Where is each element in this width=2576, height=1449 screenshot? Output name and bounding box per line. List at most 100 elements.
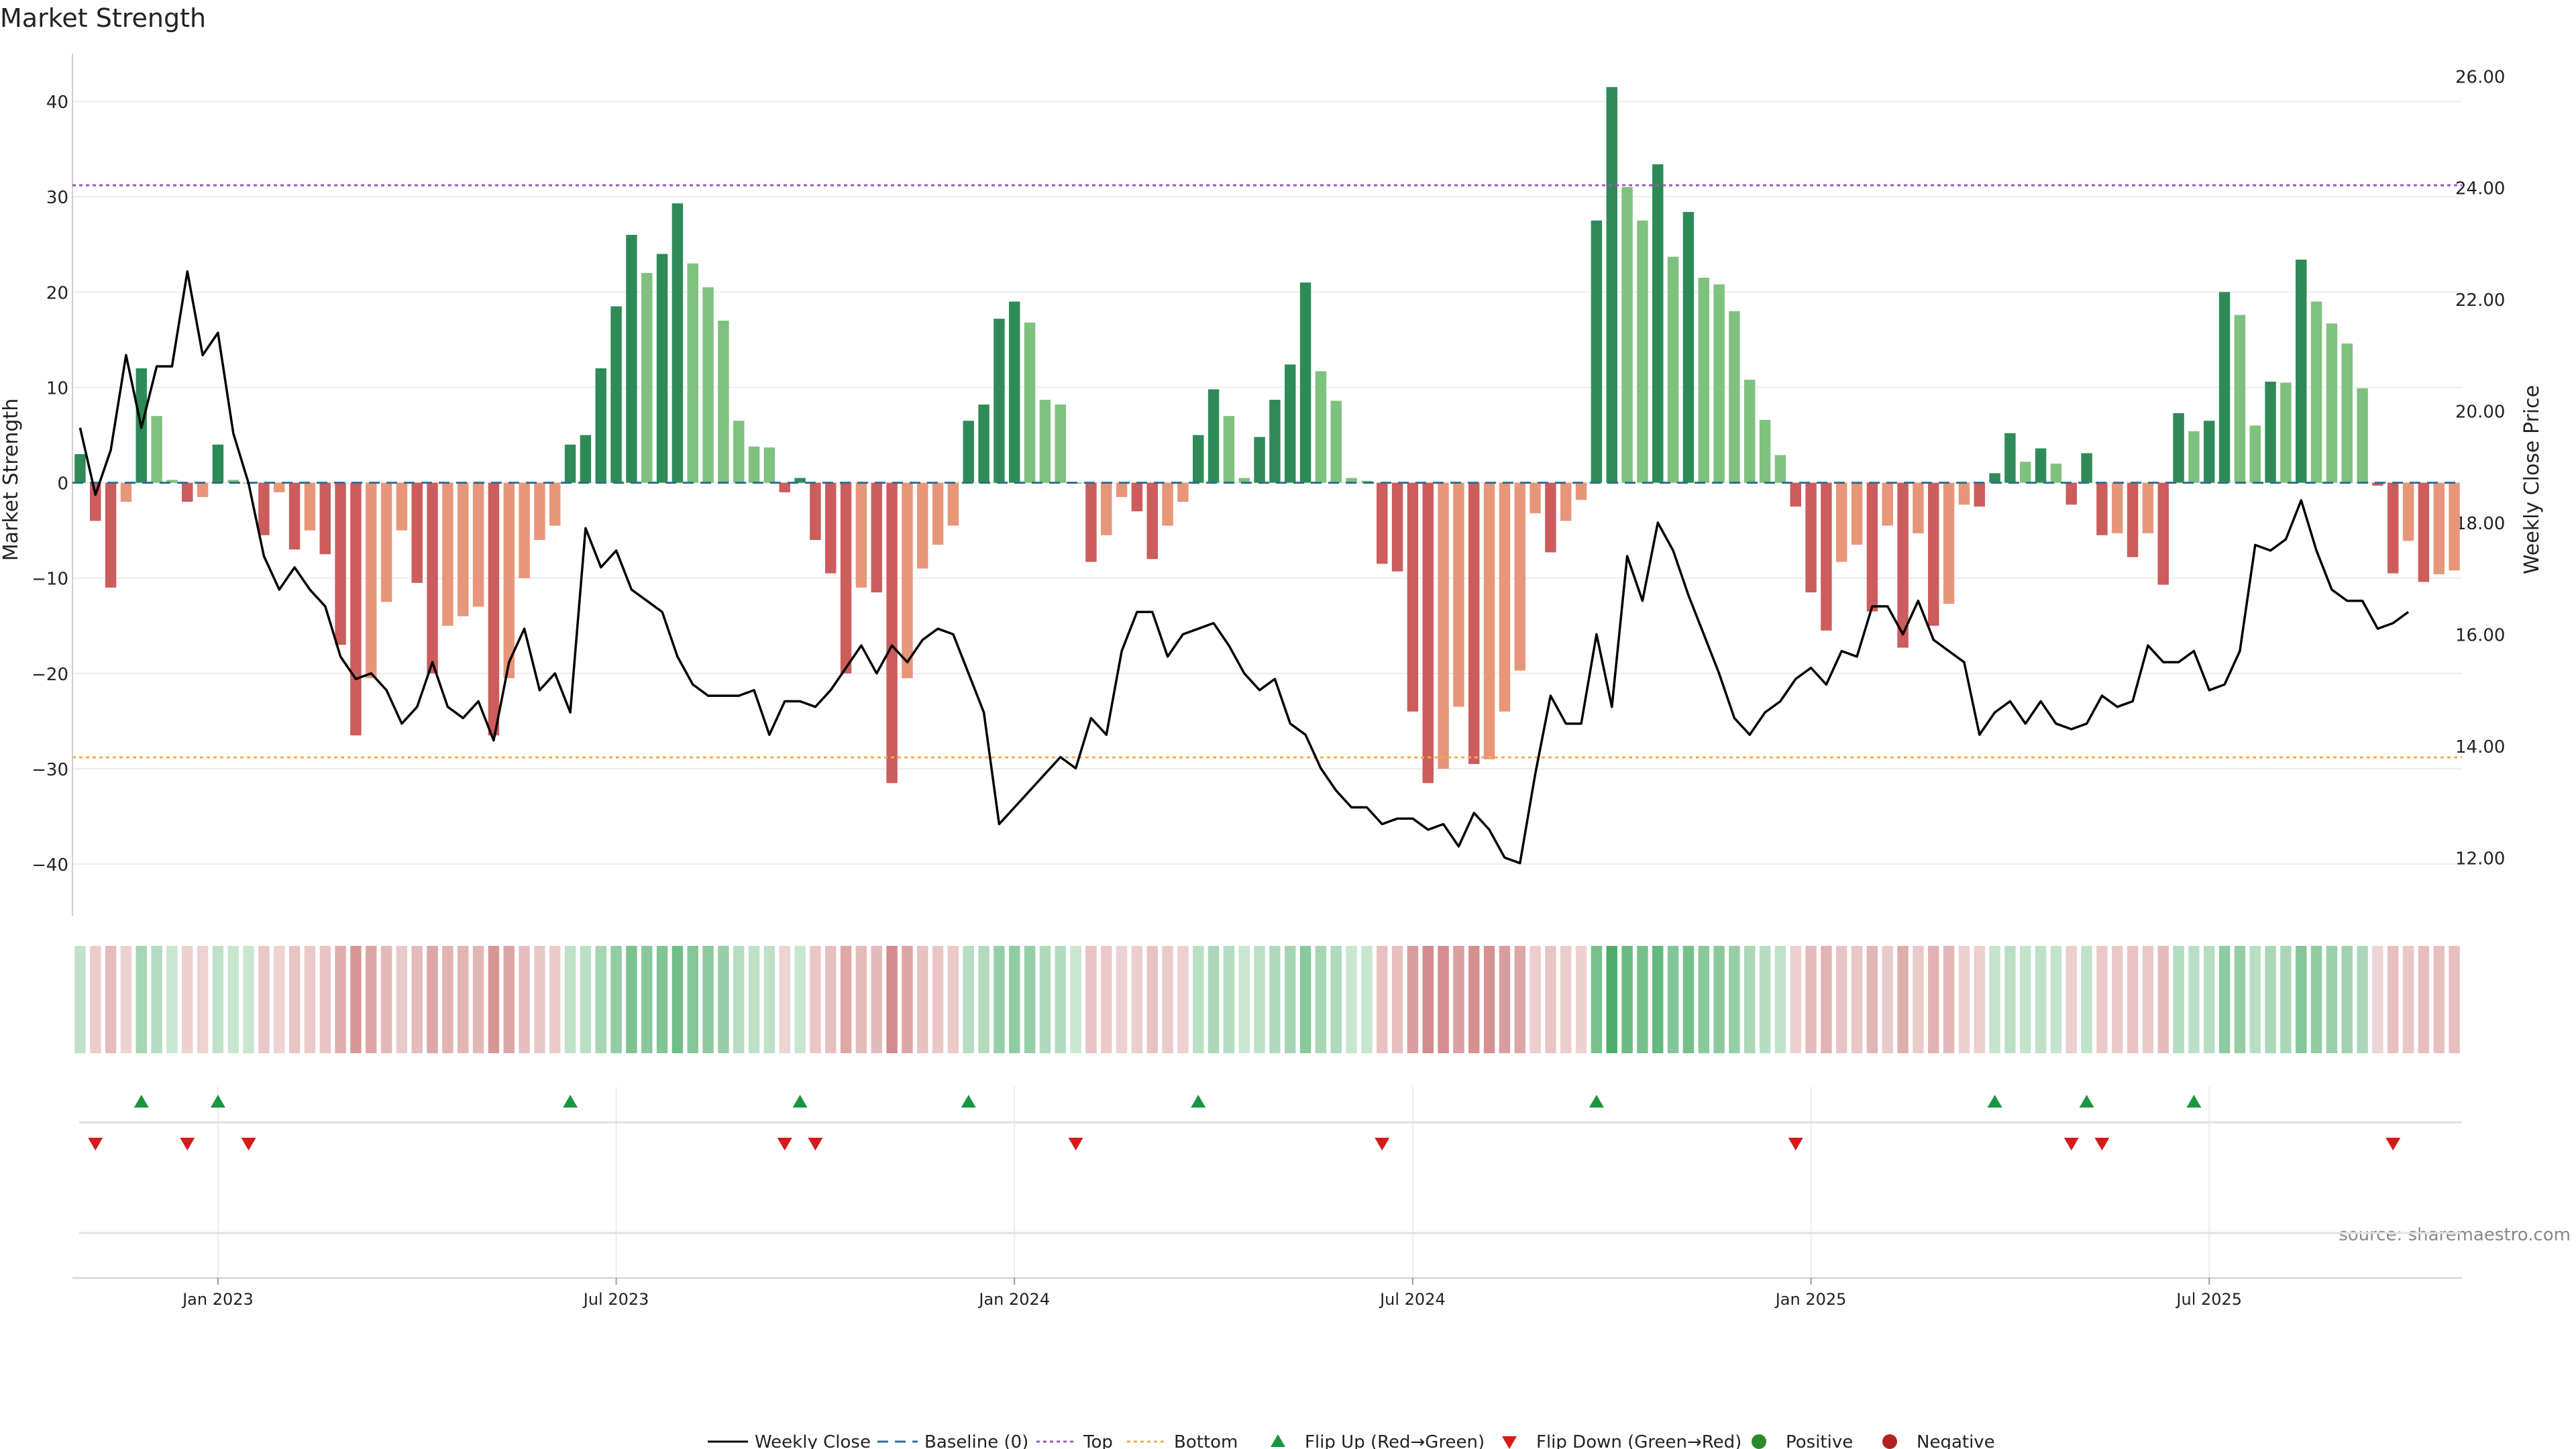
heat-cell (488, 946, 500, 1053)
strength-bar (1468, 482, 1480, 764)
strength-bar (534, 482, 545, 540)
strength-bar (779, 482, 790, 492)
heat-cell (1238, 946, 1250, 1053)
heat-cell (304, 946, 316, 1053)
heat-cell (1193, 946, 1204, 1053)
strength-bar (488, 482, 500, 736)
heat-cell (1285, 946, 1296, 1053)
heat-cell (2081, 946, 2092, 1053)
strength-bar (396, 482, 408, 531)
heat-cell (1974, 946, 1985, 1053)
heat-cell (2157, 946, 2169, 1053)
heat-cell (1928, 946, 1939, 1053)
heat-cell (810, 946, 821, 1053)
chart-title: Market Strength (0, 3, 206, 33)
heat-cell (855, 946, 867, 1053)
strength-bar (932, 482, 944, 545)
flip-down-marker (777, 1138, 792, 1150)
heat-cell (871, 946, 882, 1053)
left-tick-label: 10 (46, 378, 68, 398)
strength-bar (886, 482, 898, 784)
strength-bar (335, 482, 346, 645)
heat-cell (2204, 946, 2215, 1053)
strength-bar (2280, 382, 2292, 483)
heat-cell (1866, 946, 1878, 1053)
strength-bar (595, 368, 606, 483)
strength-bar (733, 421, 745, 483)
heat-cell (1422, 946, 1434, 1053)
heat-cell (2326, 946, 2338, 1053)
flip-up-marker (563, 1095, 578, 1108)
heat-cell (1315, 946, 1327, 1053)
heat-cell (1529, 946, 1541, 1053)
right-y-ticks: 26.00 24.00 22.00 20.00 18.00 16.00 14.00 12.00 (2455, 67, 2505, 869)
legend-swatch-flip-down (1502, 1436, 1517, 1449)
flip-up-marker (961, 1095, 976, 1108)
flip-down-marker (1068, 1138, 1083, 1150)
x-tick-label: Jul 2025 (2175, 1290, 2242, 1309)
heat-cell (1759, 946, 1771, 1053)
right-tick-label: 22.00 (2455, 290, 2505, 311)
strength-bar (2204, 421, 2215, 483)
strength-bar (564, 444, 576, 483)
strength-bar (902, 482, 913, 678)
heat-cell (2050, 946, 2062, 1053)
strength-bar (1667, 256, 1679, 483)
x-tick-label: Jan 2024 (977, 1290, 1050, 1309)
strength-bar (794, 478, 806, 483)
strength-bar (350, 482, 362, 736)
heat-cell (994, 946, 1005, 1053)
strength-bar (212, 444, 224, 483)
flip-up-marker (1589, 1095, 1604, 1108)
strength-bar (687, 263, 698, 483)
reference-lines (72, 184, 2462, 759)
strength-bar (1223, 416, 1235, 483)
heat-cell (74, 946, 86, 1053)
strength-bar (258, 482, 270, 535)
strength-bar (2157, 482, 2169, 585)
heat-cell (2449, 946, 2460, 1053)
strength-bar (1729, 311, 1740, 483)
heat-cell (442, 946, 453, 1053)
strength-bar (2020, 462, 2031, 483)
heat-cell (1453, 946, 1464, 1053)
heat-cell (2112, 946, 2123, 1053)
heat-cell (748, 946, 760, 1053)
left-y-axis-label: Market Strength (0, 398, 23, 561)
strength-bar (120, 482, 132, 502)
x-axis: Jan 2023 Jul 2023 Jan 2024 Jul 2024 Jan 2025… (72, 1277, 2462, 1309)
heat-cell (1377, 946, 1388, 1053)
left-tick-label: −20 (32, 665, 68, 685)
strength-bar (871, 482, 882, 593)
strength-bar (1821, 482, 1832, 631)
strength-bar (2127, 482, 2139, 557)
heat-cell (243, 946, 254, 1053)
strength-bar (1208, 389, 1220, 483)
strength-bar (2112, 482, 2123, 533)
heat-cell (1943, 946, 1955, 1053)
strength-bar (2081, 453, 2092, 483)
right-tick-label: 14.00 (2455, 737, 2505, 757)
heat-cell (335, 946, 346, 1053)
heat-cell (197, 946, 209, 1053)
heat-cell (1698, 946, 1709, 1053)
heat-strip (74, 946, 2460, 1053)
strength-bar (1131, 482, 1143, 512)
strength-bar (2188, 431, 2200, 483)
heat-cell (794, 946, 806, 1053)
heat-cell (564, 946, 576, 1053)
weekly-close-series (78, 270, 2410, 865)
strength-bar (1575, 482, 1587, 500)
heat-cell (2173, 946, 2184, 1053)
heat-cell (1438, 946, 1449, 1053)
strength-bar (2004, 433, 2016, 483)
strength-bar (2065, 482, 2077, 505)
heat-cell (2127, 946, 2139, 1053)
strength-bar (427, 482, 438, 674)
weekly-close-line (78, 270, 2410, 865)
strength-bar (1974, 482, 1985, 507)
strength-bar (763, 447, 775, 483)
heat-cell (580, 946, 592, 1053)
strength-bar (1101, 482, 1112, 535)
